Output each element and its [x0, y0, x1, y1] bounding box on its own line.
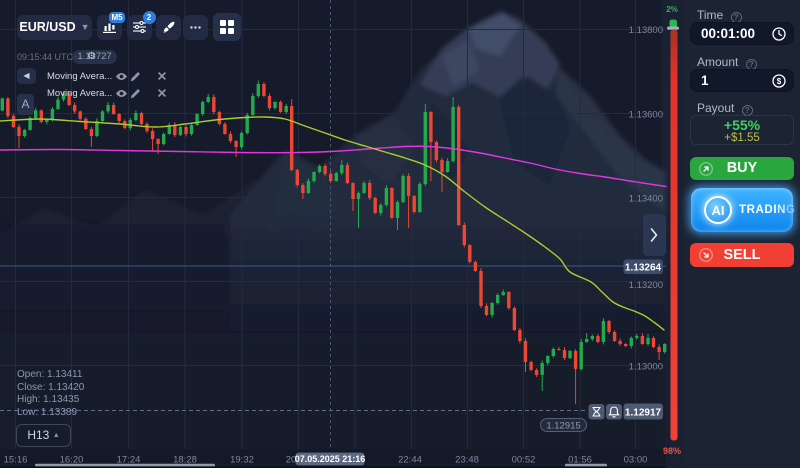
- svg-text:$: $: [777, 77, 782, 86]
- svg-text:01:56: 01:56: [568, 455, 592, 466]
- svg-text:03:00: 03:00: [624, 455, 648, 466]
- svg-text:2%: 2%: [666, 5, 678, 14]
- svg-text:19:32: 19:32: [230, 455, 254, 466]
- svg-text:1.13400: 1.13400: [629, 194, 663, 205]
- svg-text:98%: 98%: [663, 446, 681, 456]
- svg-text:1.13600: 1.13600: [629, 110, 663, 121]
- svg-text:00:52: 00:52: [512, 455, 536, 466]
- svg-text:22:44: 22:44: [398, 455, 422, 466]
- svg-text:20: 20: [286, 455, 297, 466]
- svg-text:1.13200: 1.13200: [629, 280, 663, 291]
- svg-text:23:48: 23:48: [455, 455, 479, 466]
- svg-text:07.05.2025 21:16: 07.05.2025 21:16: [295, 454, 366, 464]
- svg-text:1.12915: 1.12915: [546, 421, 580, 432]
- svg-text:15:16: 15:16: [4, 455, 28, 466]
- svg-text:18:28: 18:28: [173, 455, 197, 466]
- svg-text:17:24: 17:24: [117, 455, 141, 466]
- svg-text:1.13000: 1.13000: [629, 362, 663, 373]
- svg-text:1.13264: 1.13264: [625, 263, 662, 274]
- svg-text:1.12917: 1.12917: [625, 408, 662, 419]
- svg-text:16:20: 16:20: [60, 455, 84, 466]
- svg-text:1.13800: 1.13800: [629, 25, 663, 36]
